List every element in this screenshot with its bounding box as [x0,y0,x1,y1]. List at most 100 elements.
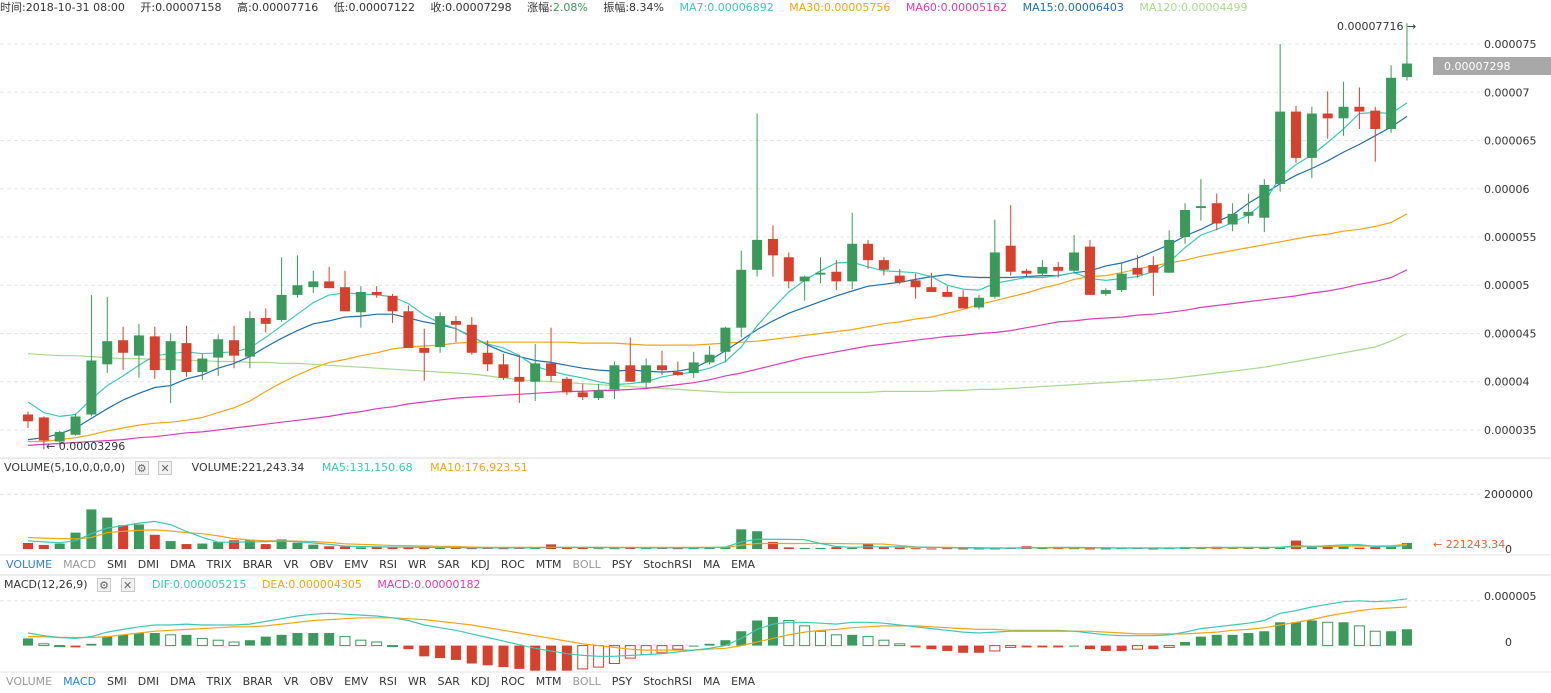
tab-dmi[interactable]: DMI [137,675,159,688]
candle-up [1275,44,1286,192]
volume-axis-zero: 0 [1505,543,1512,556]
tab-ma[interactable]: MA [703,675,721,688]
candle-down [466,317,477,355]
gear-icon[interactable]: ⚙ [134,461,149,475]
tab-boll[interactable]: BOLL [572,558,601,571]
tab-dma[interactable]: DMA [169,675,196,688]
candle-body [989,252,1000,297]
candle-up [815,257,826,284]
candle-body [1338,106,1349,119]
candle-body [1401,63,1412,78]
candle-body [1195,206,1206,209]
candle-up [355,286,366,328]
tab-roc[interactable]: ROC [500,558,525,571]
candle-body [482,352,493,365]
macd-histogram-bar [1132,645,1143,650]
tab-smi[interactable]: SMI [107,558,127,571]
tab-kdj[interactable]: KDJ [470,558,490,571]
tab-brar[interactable]: BRAR [242,675,273,688]
tab-wr[interactable]: WR [407,558,427,571]
tab-vr[interactable]: VR [283,675,299,688]
tab-ma[interactable]: MA [703,558,721,571]
tab-stochrsi[interactable]: StochRSI [643,558,693,571]
tab-rsi[interactable]: RSI [379,675,397,688]
macd-histogram-bar [958,645,969,653]
tab-mtm[interactable]: MTM [535,675,562,688]
tab-psy[interactable]: PSY [611,675,633,688]
tab-dma[interactable]: DMA [169,558,196,571]
tab-wr[interactable]: WR [407,675,427,688]
tab-volume[interactable]: VOLUME [6,675,53,688]
candle-body [387,295,398,312]
candle-up [1227,203,1238,232]
candle-body [672,372,683,375]
tab-stochrsi[interactable]: StochRSI [643,675,693,688]
tab-roc[interactable]: ROC [500,675,525,688]
tab-mtm[interactable]: MTM [535,558,562,571]
volume-bar [466,548,477,550]
close-icon[interactable]: ✕ [120,578,135,592]
volume-bar [815,547,826,549]
macd-histogram-bar [1369,630,1381,647]
macd-histogram-bar [910,645,921,648]
gear-icon[interactable]: ⚙ [97,578,112,592]
tab-sar[interactable]: SAR [437,558,460,571]
tab-smi[interactable]: SMI [107,675,127,688]
tab-ema[interactable]: EMA [731,675,756,688]
macd-histogram-bar [1005,645,1017,648]
tab-boll[interactable]: BOLL [572,675,601,688]
macd-histogram-bar [688,645,699,647]
candle-body [1037,266,1048,274]
price-tick-label: 0.00005 [1484,279,1530,292]
volume-bar [260,544,271,549]
macd-histogram-bar [419,645,430,657]
tab-emv[interactable]: EMV [344,675,369,688]
tab-macd[interactable]: MACD [63,558,97,571]
candle-down [1291,105,1301,163]
candle-down [1370,106,1381,162]
ma120-info: MA120:0.00004499 [1139,1,1248,14]
tab-rsi[interactable]: RSI [379,558,397,571]
volume-axis-top: 2000000 [1484,488,1533,501]
tab-macd[interactable]: MACD [63,675,97,688]
tab-vr[interactable]: VR [283,558,299,571]
tab-ema[interactable]: EMA [731,558,756,571]
volume-bar [1322,545,1333,549]
tab-emv[interactable]: EMV [344,558,369,571]
tab-dmi[interactable]: DMI [137,558,159,571]
volume-bar [371,546,382,549]
candle-body [54,431,65,442]
tab-sar[interactable]: SAR [437,675,460,688]
tab-trix[interactable]: TRIX [206,558,232,571]
tab-obv[interactable]: OBV [309,675,334,688]
macd-histogram-bar [196,637,208,647]
candle-down [672,361,683,376]
low-info: 低:0.00007122 [333,1,415,14]
tab-trix[interactable]: TRIX [206,675,232,688]
candle-up [86,294,97,417]
macd-histogram-bar [466,645,477,664]
candle-body [149,336,160,371]
candle-up [1100,288,1111,296]
macd-histogram-bar [149,633,160,646]
tab-psy[interactable]: PSY [611,558,633,571]
tab-kdj[interactable]: KDJ [470,675,490,688]
candle-up [244,311,255,369]
tab-obv[interactable]: OBV [309,558,334,571]
macd-histogram-bar [1306,620,1317,646]
volume-bar [672,548,683,550]
tab-volume[interactable]: VOLUME [6,558,53,571]
volume-bar [609,548,620,550]
volume-bar [149,534,160,549]
tab-brar[interactable]: BRAR [242,558,273,571]
candle-body [720,327,731,352]
volume-bar [704,547,715,549]
candle-body [355,291,366,313]
close-icon[interactable]: ✕ [158,461,173,475]
candle-body [577,392,588,398]
macd-panel-header: MACD(12,26,9) ⚙ ✕ DIF:0.000005215 DEA:0.… [4,577,487,593]
candle-body [1116,273,1127,291]
candle-body [609,365,620,390]
candle-down [1354,87,1365,129]
